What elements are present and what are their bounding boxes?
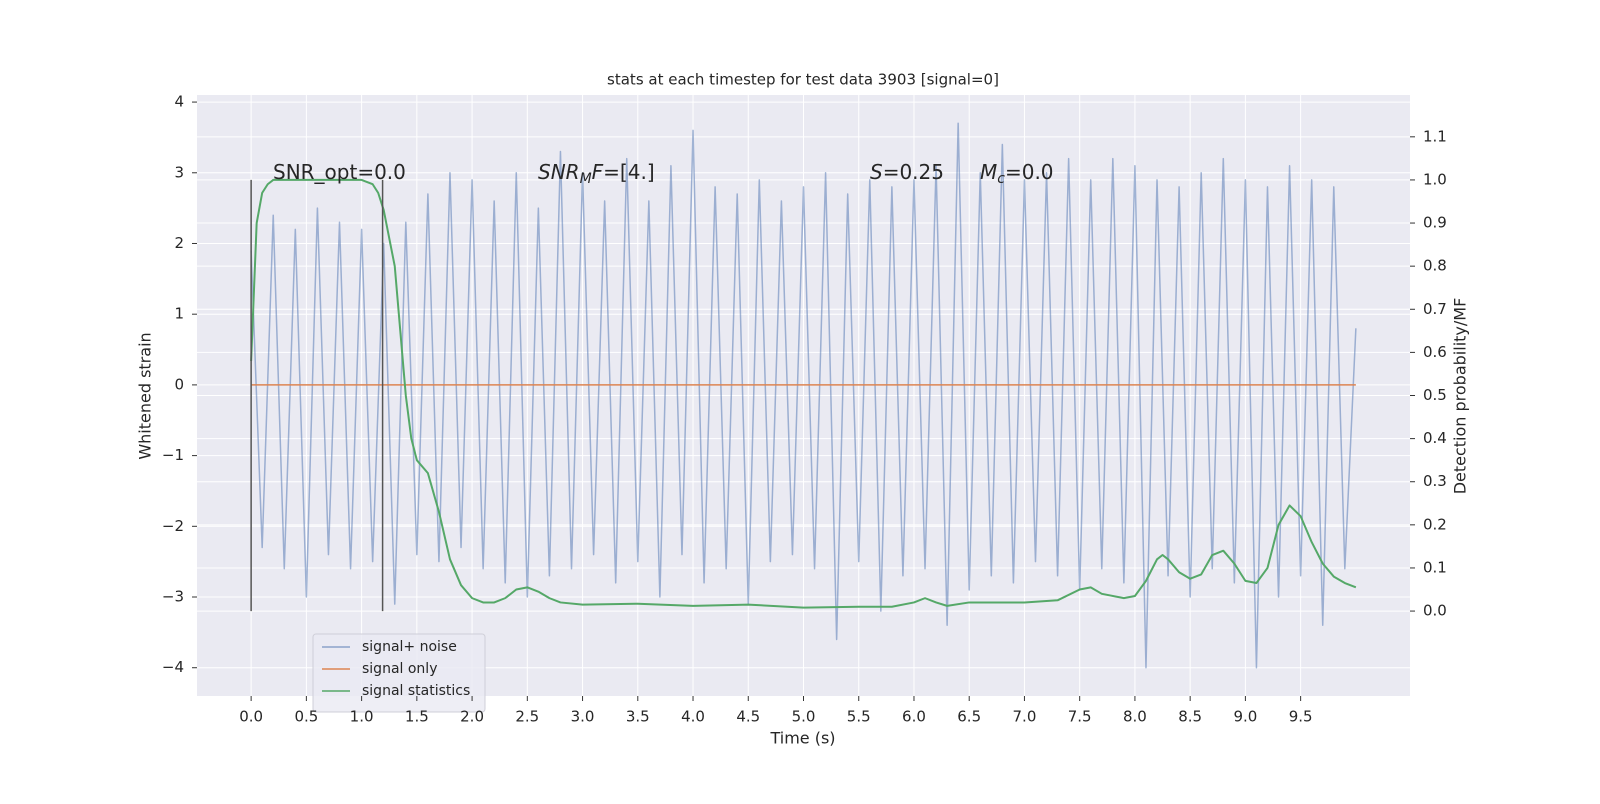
x-tick-label: 4.0 (681, 708, 705, 726)
annotation-text: M (980, 160, 997, 184)
legend-label: signal statistics (362, 683, 470, 699)
y2-tick-label: 0.3 (1423, 472, 1447, 490)
x-tick-label: 2.0 (460, 708, 484, 726)
x-tick-label: 9.5 (1289, 708, 1313, 726)
y2-tick-label: 0.7 (1423, 300, 1447, 318)
x-tick-label: 4.5 (736, 708, 760, 726)
annotation-text: SNR (538, 160, 580, 184)
x-tick-label: 9.0 (1233, 708, 1257, 726)
series-line (250, 122, 1357, 669)
y-tick-label: 0 (174, 375, 184, 393)
x-tick-label: 6.5 (957, 708, 981, 726)
x-tick-label: 8.5 (1178, 708, 1202, 726)
y2-axis-label: Detection probability/MF (1451, 298, 1470, 495)
x-axis-label: Time (s) (769, 729, 835, 748)
y-tick-label: 3 (174, 163, 184, 181)
y-tick-label: −3 (162, 588, 184, 606)
annotation-text: =0.0 (1005, 160, 1054, 184)
legend: signal+ noise signal only signal statistic… (312, 633, 486, 713)
y2-tick-label: 1.0 (1423, 170, 1447, 188)
annotation: S=0.25 (870, 160, 944, 184)
y2-tick-label: 0.5 (1423, 386, 1447, 404)
x-tick-label: 1.5 (405, 708, 429, 726)
y-tick-label: −4 (162, 658, 184, 676)
y-tick-label: 1 (174, 305, 184, 323)
annotation-subscript: M (580, 171, 592, 187)
annotation-text: =0.25 (883, 160, 944, 184)
annotation: Mc=0.0 (980, 160, 1054, 188)
annotation-text: F (592, 160, 604, 184)
x-tick-label: 5.0 (792, 708, 816, 726)
y2-tick-label: 0.9 (1423, 214, 1447, 232)
y2-tick-label: 0.6 (1423, 343, 1447, 361)
y2-tick-label: 0.8 (1423, 257, 1447, 275)
y-tick-label: 2 (174, 234, 184, 252)
y2-tick-label: 0.1 (1423, 558, 1447, 576)
annotation-text: S (870, 160, 883, 184)
y2-tick-label: 1.1 (1423, 127, 1447, 145)
y2-tick-label: 0.4 (1423, 429, 1447, 447)
x-tick-label: 1.0 (350, 708, 374, 726)
x-tick-label: 2.5 (515, 708, 539, 726)
y2-tick-label: 0.0 (1423, 602, 1447, 620)
annotation-text: SNR_opt=0.0 (273, 160, 406, 184)
y-tick-label: −1 (162, 446, 184, 464)
x-tick-label: 8.0 (1123, 708, 1147, 726)
x-tick-label: 0.0 (239, 708, 263, 726)
legend-box (312, 633, 486, 713)
y-tick-label: 4 (174, 93, 184, 111)
annotation-subscript: c (997, 171, 1005, 187)
chart-title: stats at each timestep for test data 390… (607, 71, 999, 89)
annotation-text: =[4.] (603, 160, 654, 184)
marks (250, 122, 1357, 669)
x-tick-label: 6.0 (902, 708, 926, 726)
x-tick-label: 3.5 (626, 708, 650, 726)
legend-label: signal+ noise (362, 639, 457, 655)
x-tick-label: 3.0 (571, 708, 595, 726)
x-tick-label: 5.5 (847, 708, 871, 726)
x-tick-label: 7.5 (1068, 708, 1092, 726)
series-line (250, 178, 1357, 609)
legend-label: signal only (362, 661, 437, 677)
x-tick-label: 7.0 (1013, 708, 1037, 726)
annotation: SNRMF=[4.] (538, 160, 655, 188)
y-tick-label: −2 (162, 517, 184, 535)
x-tick-label: 0.5 (294, 708, 318, 726)
y2-tick-label: 0.2 (1423, 515, 1447, 533)
y-axis-label: Whitened strain (136, 332, 155, 459)
annotation: SNR_opt=0.0 (273, 160, 406, 184)
